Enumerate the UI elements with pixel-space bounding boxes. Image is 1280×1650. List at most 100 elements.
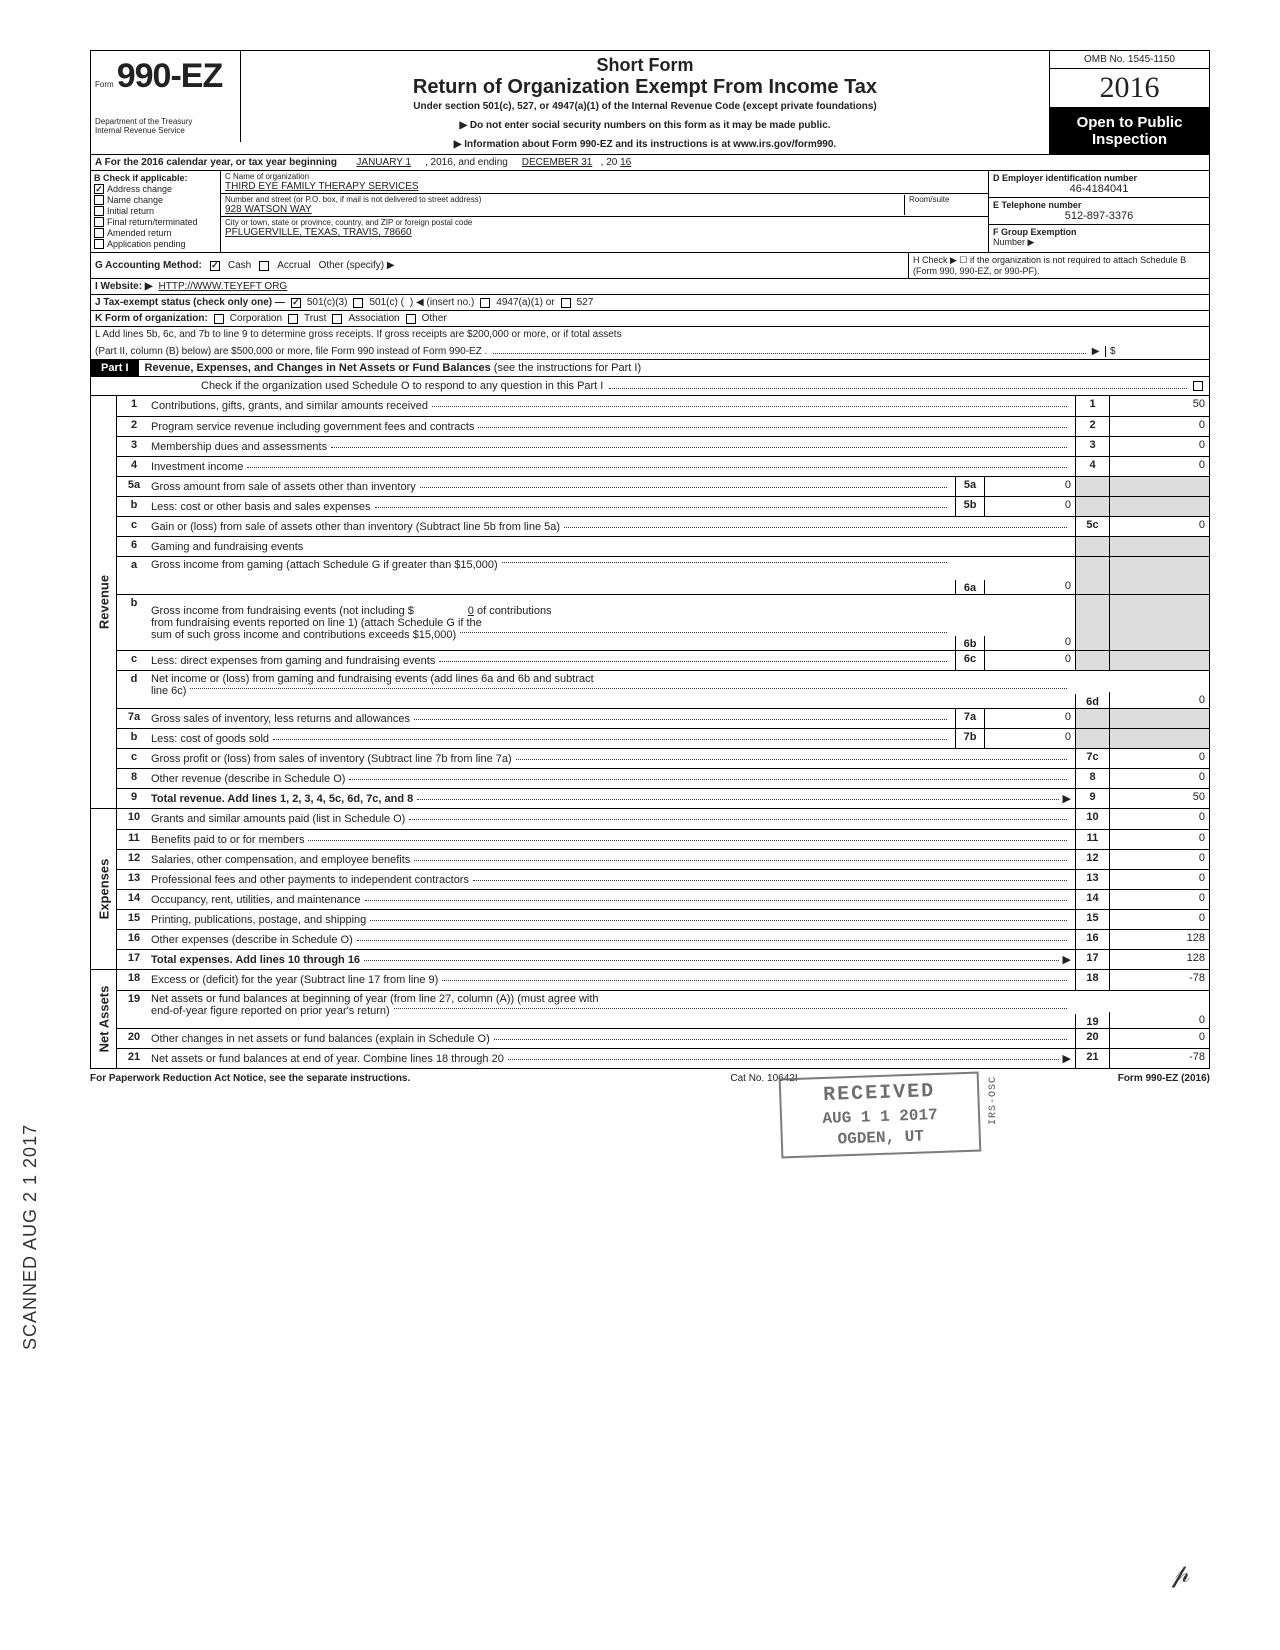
ln-6d-value: 0 xyxy=(1109,692,1209,708)
ln-6b-mnum: 6b xyxy=(955,636,985,650)
chk-sched-o[interactable] xyxy=(1193,381,1203,391)
form-number: 990-EZ xyxy=(117,57,223,95)
schedule-o-check: Check if the organization used Schedule … xyxy=(90,377,1210,396)
ln-6a-mnum: 6a xyxy=(955,580,985,594)
line-l-text1: L Add lines 5b, 6c, and 7b to line 9 to … xyxy=(95,329,1205,340)
ln-1-value: 50 xyxy=(1109,396,1209,416)
ln-12-value: 0 xyxy=(1109,850,1209,869)
line-j-tax-exempt: J Tax-exempt status (check only one) — ✓… xyxy=(90,295,1210,311)
row-a-mid: , 2016, and ending xyxy=(425,157,508,168)
tax-year-begin: JANUARY 1 xyxy=(356,157,411,168)
grp-num-label: Number ▶ xyxy=(993,237,1205,248)
org-name-row: C Name of organization THIRD EYE FAMILY … xyxy=(221,171,988,194)
ln-21-num: 21 xyxy=(117,1049,151,1068)
ln-5a-mnum: 5a xyxy=(955,477,985,496)
shade xyxy=(1075,497,1109,516)
row-a-calendar-year: A For the 2016 calendar year, or tax yea… xyxy=(90,155,1210,171)
expenses-side-label: Expenses xyxy=(91,809,117,969)
ln-13-rnum: 13 xyxy=(1075,870,1109,889)
other-org-label: Other xyxy=(422,313,447,324)
chk-amended-return[interactable]: Amended return xyxy=(94,228,217,238)
ln-15-num: 15 xyxy=(117,910,151,929)
chk-name-change[interactable]: Name change xyxy=(94,195,217,205)
chk-address-change[interactable]: ✓Address change xyxy=(94,184,217,194)
ln-20-num: 20 xyxy=(117,1029,151,1048)
chk-assoc[interactable] xyxy=(332,314,342,324)
ln-8-text: Other revenue (describe in Schedule O) xyxy=(151,773,345,785)
ln-11-text: Benefits paid to or for members xyxy=(151,834,304,846)
chk-label: Application pending xyxy=(107,239,186,249)
ln-6d-t2: line 6c) xyxy=(151,685,186,697)
ln-4-rnum: 4 xyxy=(1075,457,1109,476)
ln-20-rnum: 20 xyxy=(1075,1029,1109,1048)
part-1-note: (see the instructions for Part I) xyxy=(494,362,641,374)
ln-8-num: 8 xyxy=(117,769,151,788)
revenue-section: Revenue 1Contributions, gifts, grants, a… xyxy=(90,396,1210,809)
title-main: Return of Organization Exempt From Incom… xyxy=(251,76,1039,99)
chk-application-pending[interactable]: Application pending xyxy=(94,239,217,249)
ln-14-num: 14 xyxy=(117,890,151,909)
net-assets-side-label: Net Assets xyxy=(91,970,117,1068)
ein-value: 46-4184041 xyxy=(993,183,1205,195)
ln-16-text: Other expenses (describe in Schedule O) xyxy=(151,934,353,946)
org-name: THIRD EYE FAMILY THERAPY SERVICES xyxy=(225,181,984,192)
ln-2-num: 2 xyxy=(117,417,151,436)
ln-10-value: 0 xyxy=(1109,809,1209,829)
line-g: G Accounting Method: ✓Cash Accrual Other… xyxy=(91,253,909,278)
info-grid: B Check if applicable: ✓Address change N… xyxy=(90,171,1210,253)
chk-label: Amended return xyxy=(107,228,172,238)
cash-label: Cash xyxy=(228,260,251,271)
line-l-gross-receipts: L Add lines 5b, 6c, and 7b to line 9 to … xyxy=(90,327,1210,360)
ln-6c-mval: 0 xyxy=(985,651,1075,670)
row-g-h: G Accounting Method: ✓Cash Accrual Other… xyxy=(90,253,1210,279)
ln-5a-mval: 0 xyxy=(985,477,1075,496)
line-g-label: G Accounting Method: xyxy=(95,260,202,271)
chk-501c3[interactable]: ✓ xyxy=(291,298,301,308)
ln-12-rnum: 12 xyxy=(1075,850,1109,869)
ln-16-num: 16 xyxy=(117,930,151,949)
501c-label: 501(c) ( xyxy=(369,297,403,308)
tax-year-end: DECEMBER 31 xyxy=(522,157,593,168)
ln-5a-num: 5a xyxy=(117,477,151,496)
footer-left: For Paperwork Reduction Act Notice, see … xyxy=(90,1073,410,1084)
chk-cash[interactable]: ✓ xyxy=(210,261,220,271)
col-b-header: B Check if applicable: xyxy=(94,173,217,183)
subtitle: Under section 501(c), 527, or 4947(a)(1)… xyxy=(251,101,1039,112)
revenue-side-label: Revenue xyxy=(91,396,117,808)
ln-7b-text: Less: cost of goods sold xyxy=(151,733,269,745)
ln-4-text: Investment income xyxy=(151,461,243,473)
ln-7b-num: b xyxy=(117,729,151,748)
chk-501c[interactable] xyxy=(353,298,363,308)
ln-9-value: 50 xyxy=(1109,789,1209,808)
city-row: City or town, state or province, country… xyxy=(221,217,988,239)
chk-4947[interactable] xyxy=(480,298,490,308)
part-1-title: Revenue, Expenses, and Changes in Net As… xyxy=(139,360,1209,376)
ln-10-text: Grants and similar amounts paid (list in… xyxy=(151,813,405,825)
chk-initial-return[interactable]: Initial return xyxy=(94,206,217,216)
tel-value: 512-897-3376 xyxy=(993,210,1205,222)
website-value: HTTP://WWW.TEYEFT ORG xyxy=(159,281,288,292)
chk-other-org[interactable] xyxy=(406,314,416,324)
chk-trust[interactable] xyxy=(288,314,298,324)
expenses-section: Expenses 10Grants and similar amounts pa… xyxy=(90,809,1210,970)
website-label: I Website: ▶ xyxy=(95,281,153,292)
form-header: Form 990-EZ Department of the Treasury I… xyxy=(90,50,1210,155)
ln-9-text: Total revenue. Add lines 1, 2, 3, 4, 5c,… xyxy=(151,793,413,805)
chk-corp[interactable] xyxy=(214,314,224,324)
ln-13-num: 13 xyxy=(117,870,151,889)
dots xyxy=(609,383,1187,389)
chk-final-return[interactable]: Final return/terminated xyxy=(94,217,217,227)
open-to-public: Open to Public Inspection xyxy=(1050,108,1209,154)
ln-11-rnum: 11 xyxy=(1075,830,1109,849)
ln-6c-num: c xyxy=(117,651,151,670)
dots xyxy=(493,350,1085,354)
chk-accrual[interactable] xyxy=(259,261,269,271)
room-suite: Room/suite xyxy=(904,195,984,215)
ln-17-rnum: 17 xyxy=(1075,950,1109,969)
ln-5b-text: Less: cost or other basis and sales expe… xyxy=(151,501,371,513)
received-stamp: RECEIVED AUG 1 1 2017 OGDEN, UT xyxy=(779,1072,982,1159)
chk-527[interactable] xyxy=(561,298,571,308)
ln-6a-mval: 0 xyxy=(985,578,1075,594)
col-c-org-info: C Name of organization THIRD EYE FAMILY … xyxy=(221,171,989,252)
ln-15-rnum: 15 xyxy=(1075,910,1109,929)
